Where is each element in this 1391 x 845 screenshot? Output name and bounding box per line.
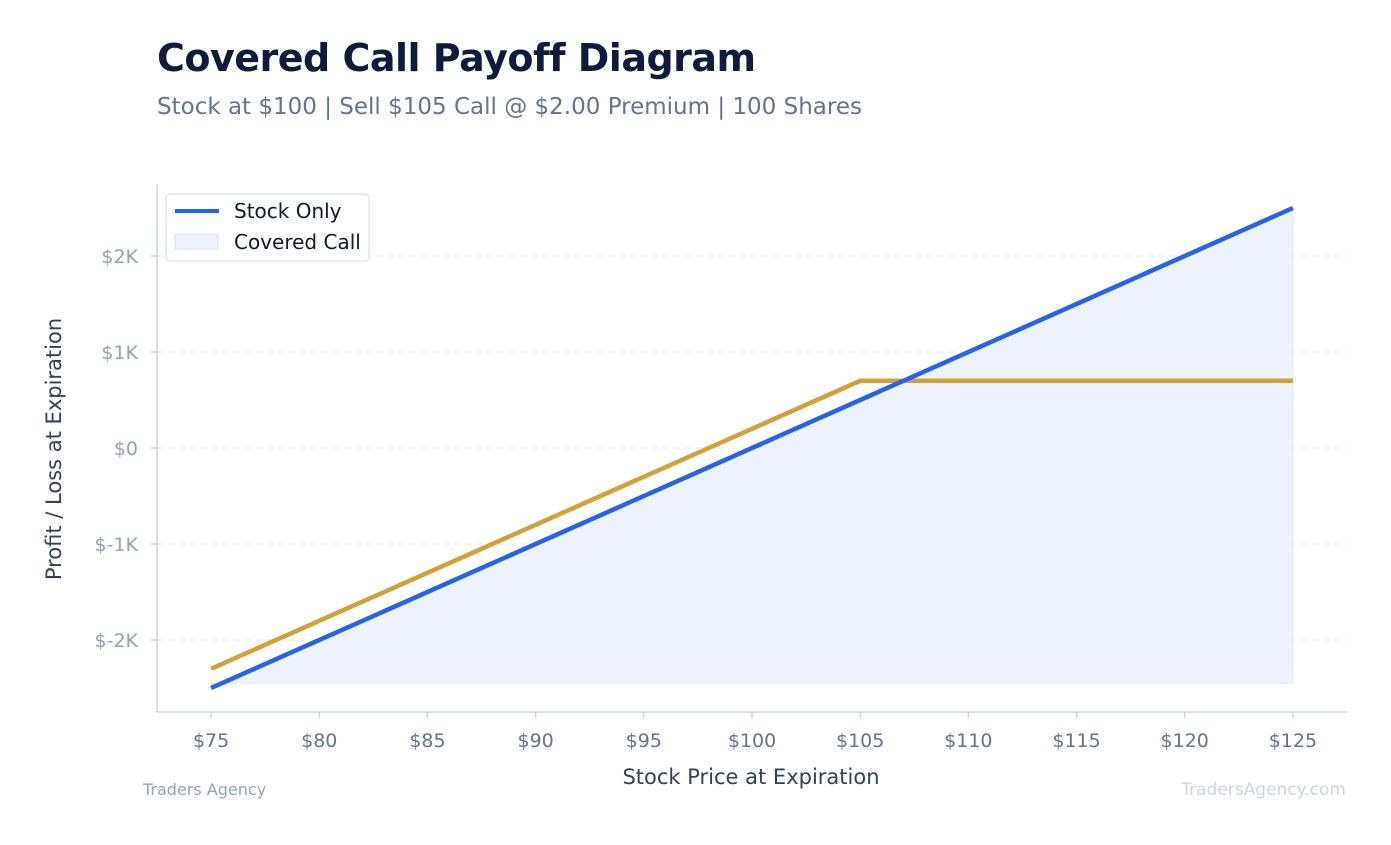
- x-tick-label-125: $125: [1269, 730, 1317, 752]
- y-tick-label-0: $0: [114, 438, 138, 460]
- tick-labels: $-2K $-1K $0 $1K $2K $75 $80 $85 $90 $95 $100 $105 $…: [95, 246, 1318, 752]
- legend-covered-call-swatch: [174, 233, 219, 250]
- x-axis-label: Stock Price at Expiration: [622, 765, 879, 789]
- chart-title: Covered Call Payoff Diagram: [157, 36, 756, 80]
- x-tick-label-90: $90: [518, 730, 554, 752]
- series-lines: [210, 205, 1294, 691]
- legend-stock-only-label: Stock Only: [234, 199, 342, 223]
- legend: Stock Only Covered Call: [165, 193, 370, 262]
- x-tick-label-105: $105: [836, 730, 884, 752]
- y-tick-label-2k: $2K: [101, 246, 138, 268]
- x-tick-label-75: $75: [193, 730, 229, 752]
- footer-brand: Traders Agency: [143, 780, 267, 799]
- x-tick-label-100: $100: [728, 730, 776, 752]
- footer-website: TradersAgency.com: [1181, 780, 1346, 800]
- x-tick-label-95: $95: [626, 730, 662, 752]
- x-tick-label-85: $85: [409, 730, 445, 752]
- legend-covered-call-label: Covered Call: [234, 230, 361, 254]
- x-tick-label-110: $110: [944, 730, 992, 752]
- y-tick-label-2k: $-2K: [95, 630, 139, 652]
- x-tick-label-120: $120: [1161, 730, 1209, 752]
- x-tick-label-80: $80: [301, 730, 337, 752]
- y-tick-label-1k: $-1K: [95, 534, 139, 556]
- y-axis-label: Profit / Loss at Expiration: [42, 318, 66, 580]
- series-line-stock-only: [210, 205, 1294, 691]
- y-tick-label-1k: $1K: [101, 342, 138, 364]
- x-tick-label-115: $115: [1052, 730, 1100, 752]
- series-line-covered-call: [210, 378, 1293, 671]
- chart-subtitle: Stock at $100 | Sell $105 Call @ $2.00 P…: [157, 94, 862, 120]
